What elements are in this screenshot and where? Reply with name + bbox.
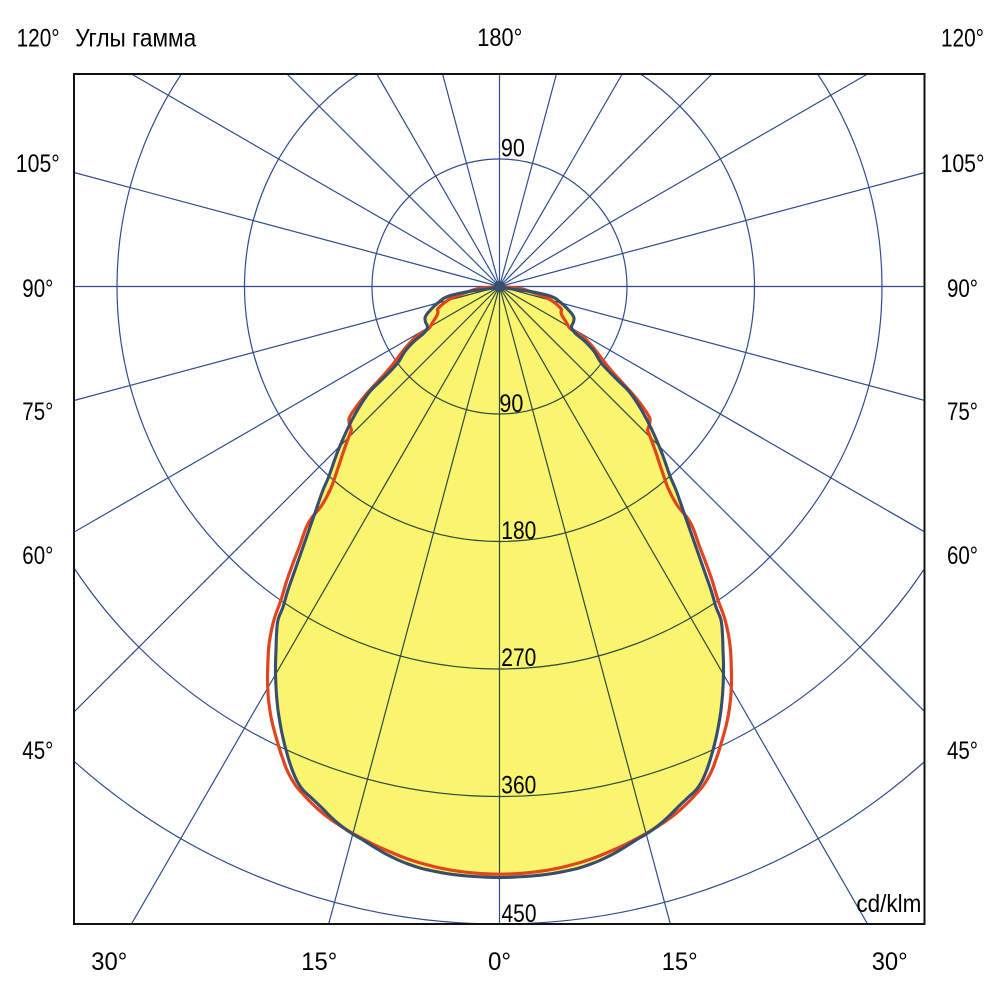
svg-text:90°: 90°	[947, 275, 978, 303]
svg-text:120°: 120°	[17, 25, 60, 53]
svg-text:90: 90	[501, 135, 525, 163]
svg-text:105°: 105°	[941, 150, 985, 178]
svg-text:90: 90	[499, 390, 523, 418]
svg-text:360: 360	[501, 771, 536, 799]
svg-text:270: 270	[501, 644, 536, 672]
svg-text:30°: 30°	[91, 948, 127, 976]
svg-text:105°: 105°	[16, 150, 60, 178]
svg-text:450: 450	[502, 900, 537, 928]
svg-text:45°: 45°	[22, 737, 53, 765]
svg-text:0°: 0°	[488, 948, 511, 976]
svg-text:60°: 60°	[22, 542, 53, 570]
svg-text:15°: 15°	[301, 948, 337, 976]
svg-text:60°: 60°	[947, 542, 978, 570]
svg-text:Углы гамма: Углы гамма	[75, 25, 196, 53]
svg-text:180: 180	[501, 517, 536, 545]
svg-text:45°: 45°	[947, 737, 978, 765]
svg-text:30°: 30°	[872, 948, 908, 976]
svg-text:180°: 180°	[477, 24, 522, 52]
svg-text:75°: 75°	[947, 398, 978, 426]
svg-text:cd/klm: cd/klm	[856, 890, 921, 918]
svg-text:120°: 120°	[941, 25, 984, 53]
svg-text:90°: 90°	[22, 275, 53, 303]
svg-text:15°: 15°	[662, 948, 698, 976]
svg-text:75°: 75°	[22, 398, 53, 426]
